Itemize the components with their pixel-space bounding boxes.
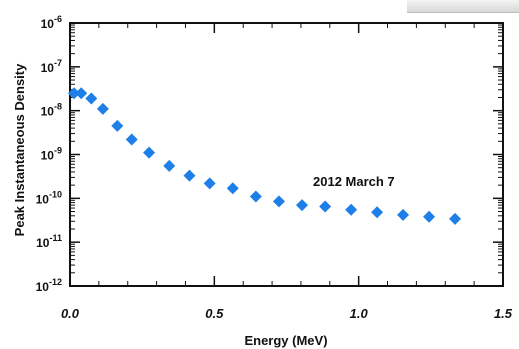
y-tick-label: 10-11 [36,233,62,250]
data-point [203,177,216,190]
data-point [272,195,285,208]
x-tick-label: 0.5 [205,306,224,321]
data-point [423,210,436,223]
y-tick-label: 10-7 [41,58,62,75]
data-point [96,102,109,115]
y-axis: 10-6 10-7 10-8 10-9 10-10 10-11 10-12 [36,14,503,294]
data-point [143,146,156,159]
data-point [397,208,410,221]
data-point [249,190,262,203]
y-tick-label: 10-6 [41,14,62,31]
x-axis: 0.0 0.5 1.0 1.5 [61,23,513,321]
data-point [68,87,80,100]
data-point [449,212,462,225]
x-tick-label: 1.5 [494,306,513,321]
y-tick-label: 10-10 [36,189,62,206]
y-tick-label: 10-8 [41,102,62,119]
y-axis-title: Peak Instantaneous Density [12,63,27,236]
data-point [125,133,138,146]
data-point [163,159,176,172]
chart-annotation: 2012 March 7 [313,174,395,189]
data-point [226,182,239,195]
x-tick-label: 1.0 [350,306,369,321]
data-point [371,206,384,219]
data-point [183,169,196,182]
data-point [75,87,88,100]
data-point [111,119,124,132]
data-point [319,200,332,213]
y-tick-label: 10-9 [41,146,62,163]
x-tick-label: 0.0 [61,306,80,321]
x-axis-title: Energy (MeV) [244,333,327,348]
data-point [345,203,358,216]
data-point [85,92,98,105]
plot-frame [69,22,504,287]
y-tick-label: 10-12 [36,277,62,294]
data-points [68,87,462,225]
window-corner-bar [407,0,519,13]
data-point [296,199,309,212]
